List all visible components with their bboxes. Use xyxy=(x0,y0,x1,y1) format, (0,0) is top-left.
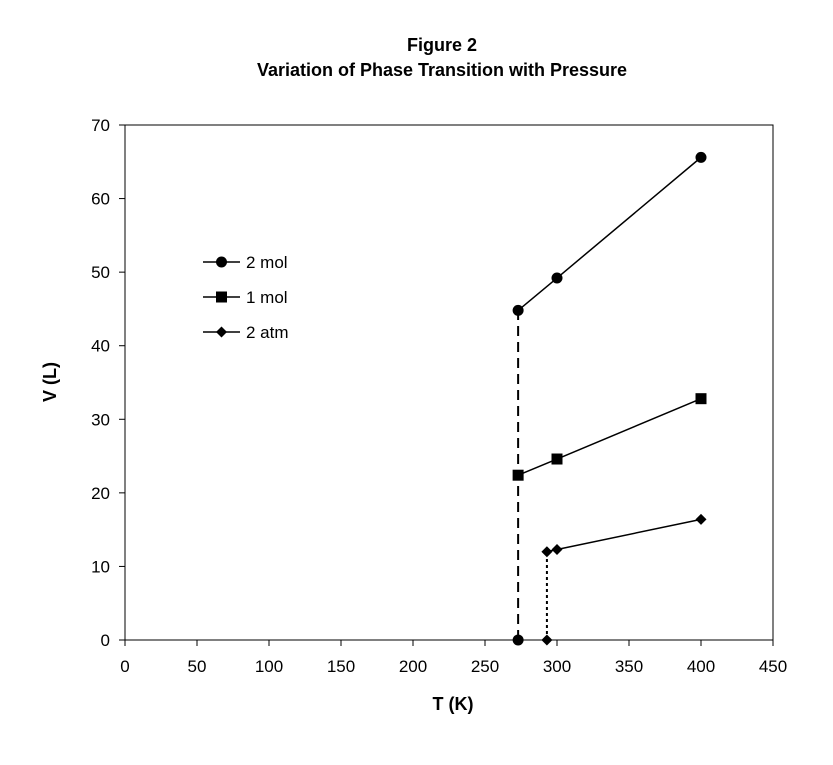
legend-label: 2 mol xyxy=(246,253,288,272)
data-point xyxy=(695,151,707,163)
x-tick-label: 450 xyxy=(759,657,787,676)
x-tick-label: 400 xyxy=(687,657,715,676)
x-tick-label: 150 xyxy=(327,657,355,676)
data-point xyxy=(551,453,563,465)
data-point xyxy=(695,393,707,405)
y-tick-label: 60 xyxy=(91,190,110,209)
legend-label: 1 mol xyxy=(246,288,288,307)
data-point xyxy=(551,544,563,556)
x-tick-label: 300 xyxy=(543,657,571,676)
series-line-3 xyxy=(546,518,702,553)
data-point xyxy=(541,546,553,558)
legend: 2 mol 1 mol 2 atm xyxy=(203,253,289,342)
y-tick-label: 70 xyxy=(91,116,110,135)
data-point xyxy=(512,469,524,481)
x-tick-label: 50 xyxy=(188,657,207,676)
data-point xyxy=(551,272,563,284)
series-layer xyxy=(512,151,707,558)
x-tick-label: 200 xyxy=(399,657,427,676)
legend-marker xyxy=(216,256,227,268)
y-axis-title: V (L) xyxy=(40,362,60,402)
chart-title-line1: Figure 2 xyxy=(407,35,477,55)
x-tick-label: 100 xyxy=(255,657,283,676)
transition-bottom-point xyxy=(512,634,524,646)
y-tick-label: 0 xyxy=(101,631,110,650)
data-point xyxy=(512,304,524,316)
legend-label: 2 atm xyxy=(246,323,289,342)
legend-marker xyxy=(216,326,227,338)
x-axis: 0 50 100 150 200 250 300 350 400 450 xyxy=(120,640,787,676)
x-tick-label: 350 xyxy=(615,657,643,676)
y-tick-label: 30 xyxy=(91,410,110,429)
series-line-1 xyxy=(517,156,702,311)
x-tick-label: 250 xyxy=(471,657,499,676)
y-tick-label: 40 xyxy=(91,337,110,356)
x-axis-title: T (K) xyxy=(433,694,474,714)
series-line-2 xyxy=(517,397,702,476)
data-point xyxy=(695,513,707,525)
y-tick-label: 20 xyxy=(91,484,110,503)
y-axis: 0 10 20 30 40 50 60 70 xyxy=(91,116,125,650)
plot-area-frame xyxy=(124,124,774,641)
legend-marker xyxy=(216,291,227,303)
x-tick-label: 0 xyxy=(120,657,129,676)
y-tick-label: 50 xyxy=(91,263,110,282)
transition-bottom-point xyxy=(541,634,553,646)
y-tick-label: 10 xyxy=(91,557,110,576)
chart-title-line2: Variation of Phase Transition with Press… xyxy=(257,60,627,80)
